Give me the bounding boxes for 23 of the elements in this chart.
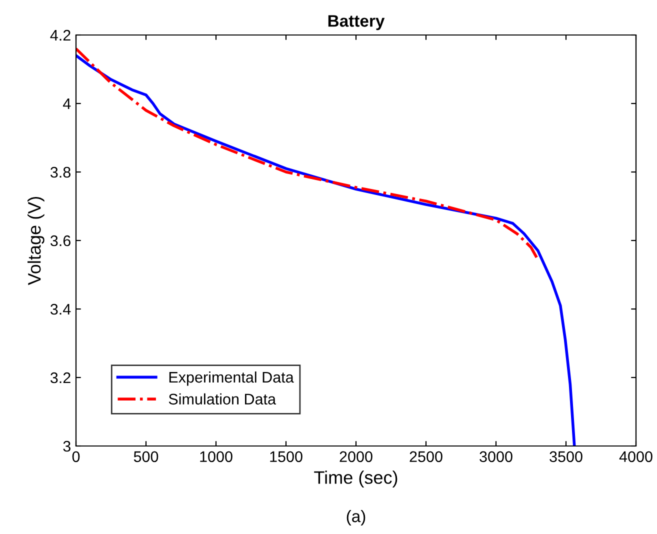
x-tick-label: 1500 (270, 451, 302, 462)
x-tick-label: 4000 (619, 451, 652, 462)
x-tick-label: 3500 (550, 451, 582, 462)
y-axis-title: Voltage (V) (28, 196, 44, 286)
text: (a) (346, 510, 366, 526)
x-tick-label: 2000 (340, 451, 372, 462)
x-tick-label: 0 (72, 451, 80, 462)
x-tick-label: 3000 (480, 451, 512, 462)
line-series (76, 47, 539, 260)
x-tick-label: 1000 (200, 451, 232, 462)
x-tick-label: 2500 (410, 451, 442, 462)
y-tick-label: 4 (62, 98, 71, 110)
y-tick-label: 3.4 (50, 304, 71, 315)
y-tick-label: 3 (63, 440, 70, 452)
y-tick-label: 4.2 (50, 30, 70, 41)
y-tick-label: 3.2 (50, 372, 70, 384)
legend-label: Experimental Data (169, 371, 294, 386)
y-tick-label: 3.6 (50, 235, 70, 246)
chart-title: Battery (328, 15, 385, 30)
x-axis-title: Time (sec) (314, 470, 398, 488)
x-tick-label: 500 (134, 451, 158, 462)
legend-label: Simulation Data (168, 393, 276, 405)
y-tick-label: 3.8 (50, 166, 70, 178)
